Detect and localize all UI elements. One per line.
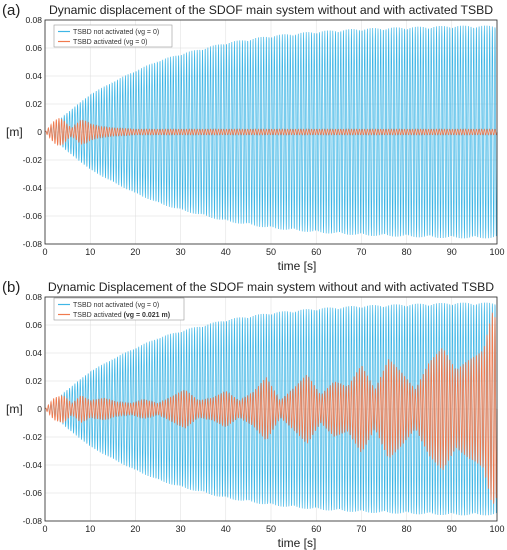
panel-a: (a) Dynamic displacement of the SDOF mai…: [2, 2, 505, 273]
ticks-a: 0 10 20 30 40 50 60 70 80 90 100 -0.08 -0.06 -0.04 -0.…: [23, 15, 505, 257]
panel-b: (b) Dynamic Displacement of the SDOF mai…: [2, 279, 505, 550]
x-tick-label-a-8: 80: [402, 247, 412, 257]
x-tick-label-b-1: 10: [85, 524, 95, 534]
y-tick-label-a-0: -0.08: [23, 239, 43, 249]
y-tick-label-b-5: 0.02: [25, 376, 42, 386]
x-tick-label-a-3: 30: [176, 247, 186, 257]
y-axis-label-a: [m]: [6, 125, 23, 139]
y-tick-label-a-3: -0.02: [23, 155, 43, 165]
panel-label-b: (b): [2, 279, 20, 296]
y-tick-label-b-2: -0.04: [23, 460, 43, 470]
x-tick-label-a-10: 100: [489, 247, 504, 257]
chart-title-a: Dynamic displacement of the SDOF main sy…: [49, 3, 493, 17]
x-axis-label-b: time [s]: [278, 536, 317, 550]
y-tick-label-a-5: 0.02: [25, 99, 42, 109]
x-tick-label-b-0: 0: [42, 524, 47, 534]
y-tick-label-a-2: -0.04: [23, 183, 43, 193]
legend-label-activated-bold-b: (vg = 0.021 m): [124, 312, 171, 319]
axes-box-a: [44, 19, 498, 245]
y-tick-label-b-1: -0.06: [23, 488, 43, 498]
x-tick-label-b-6: 60: [311, 524, 321, 534]
x-tick-label-a-4: 40: [221, 247, 231, 257]
x-tick-label-a-2: 20: [130, 247, 140, 257]
y-tick-label-b-4: 0: [37, 404, 42, 414]
legend-label-activated-text-a: TSBD activated (vg = 0): [73, 39, 148, 46]
ticks-b: 0 10 20 30 40 50 60 70 80 90 100 -0.08 -0.06 -0.04 -0.…: [23, 292, 505, 534]
x-tick-label-b-3: 30: [176, 524, 186, 534]
x-tick-label-b-4: 40: [221, 524, 231, 534]
legend-label-activated-text-b: TSBD activated: [73, 312, 124, 319]
axes-box-b: [44, 296, 498, 522]
series-line-b-activated: [44, 312, 498, 504]
y-axis-label-b: [m]: [6, 402, 23, 416]
y-tick-label-a-1: -0.06: [23, 211, 43, 221]
x-tick-label-a-5: 50: [266, 247, 276, 257]
y-tick-label-b-3: -0.02: [23, 432, 43, 442]
x-tick-label-a-7: 70: [356, 247, 366, 257]
legend-a: TSBD not activated (vg = 0) TSBD activat…: [53, 24, 173, 48]
x-tick-label-b-7: 70: [356, 524, 366, 534]
x-tick-label-a-9: 90: [447, 247, 457, 257]
y-tick-label-a-8: 0.08: [25, 15, 42, 25]
legend-b: TSBD not activated (vg = 0) TSBD activat…: [53, 297, 185, 321]
legend-label-not-activated-a: TSBD not activated (vg = 0): [73, 29, 159, 36]
series-group-b: [44, 302, 498, 516]
x-tick-label-b-10: 100: [489, 524, 504, 534]
y-tick-label-b-8: 0.08: [25, 292, 42, 302]
legend-box-a: [53, 24, 173, 48]
x-tick-label-b-8: 80: [402, 524, 412, 534]
legend-box-b: [53, 297, 185, 321]
x-tick-label-a-6: 60: [311, 247, 321, 257]
x-tick-label-b-2: 20: [130, 524, 140, 534]
panel-label-a: (a): [2, 2, 20, 19]
legend-label-not-activated-b: TSBD not activated (vg = 0): [73, 302, 159, 309]
y-tick-label-a-4: 0: [37, 127, 42, 137]
series-group-a: [44, 25, 498, 239]
legend-label-activated-a: TSBD activated (vg = 0): [73, 39, 148, 46]
series-line-a-activated: [44, 118, 498, 146]
x-tick-label-b-9: 90: [447, 524, 457, 534]
x-tick-label-a-0: 0: [42, 247, 47, 257]
chart-title-b: Dynamic Displacement of the SDOF main sy…: [48, 280, 494, 294]
y-tick-label-b-0: -0.08: [23, 516, 43, 526]
x-axis-label-a: time [s]: [278, 259, 317, 273]
x-tick-label-b-5: 50: [266, 524, 276, 534]
y-tick-label-b-6: 0.04: [25, 348, 42, 358]
x-tick-label-a-1: 10: [85, 247, 95, 257]
legend-label-activated-b: TSBD activated (vg = 0.021 m): [73, 312, 170, 319]
y-tick-label-a-7: 0.06: [25, 43, 42, 53]
y-tick-label-b-7: 0.06: [25, 320, 42, 330]
y-tick-label-a-6: 0.04: [25, 71, 42, 81]
